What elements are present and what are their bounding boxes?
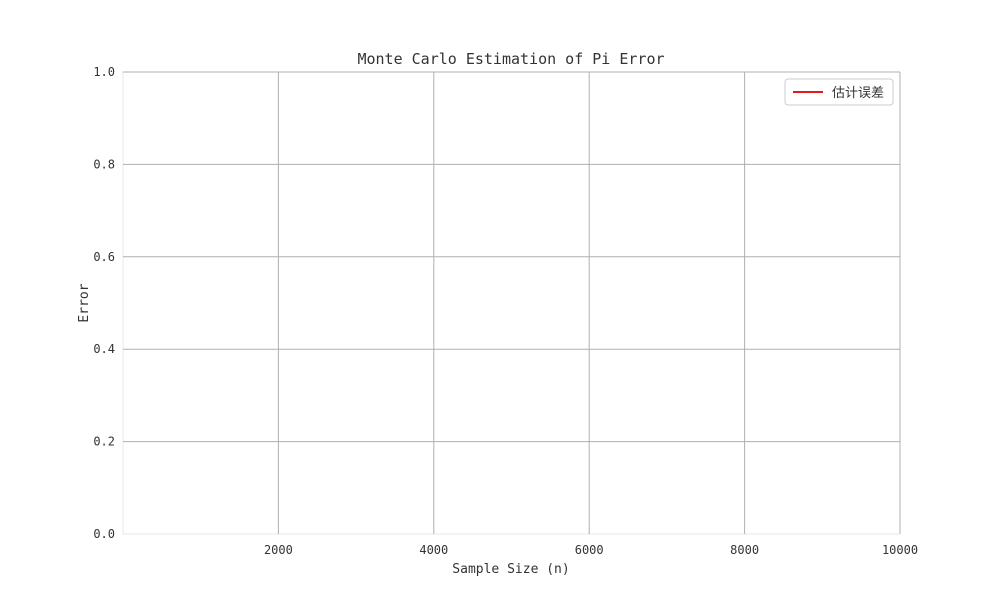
x-tick-label: 10000 bbox=[882, 543, 918, 557]
chart-title: Monte Carlo Estimation of Pi Error bbox=[357, 50, 664, 68]
y-tick-label: 0.6 bbox=[93, 250, 115, 264]
y-tick-label: 0.2 bbox=[93, 435, 115, 449]
x-tick-label: 2000 bbox=[264, 543, 293, 557]
y-tick-label: 0.4 bbox=[93, 342, 115, 356]
grid-lines bbox=[123, 71, 901, 534]
x-tick-label: 4000 bbox=[419, 543, 448, 557]
y-axis-ticks: 0.0 0.2 0.4 0.6 0.8 1.0 bbox=[93, 65, 115, 541]
legend: 估计误差 bbox=[784, 78, 894, 106]
legend-entry-label: 估计误差 bbox=[832, 86, 884, 101]
x-tick-label: 6000 bbox=[575, 543, 604, 557]
x-tick-label: 8000 bbox=[730, 543, 759, 557]
x-axis-label: Sample Size (n) bbox=[452, 562, 569, 577]
y-tick-label: 0.8 bbox=[93, 157, 115, 171]
x-axis-ticks: 2000 4000 6000 8000 10000 bbox=[264, 543, 918, 557]
plot-area bbox=[122, 71, 901, 535]
legend-box bbox=[784, 78, 894, 106]
y-axis-label: Error bbox=[77, 283, 92, 322]
y-tick-label: 0.0 bbox=[93, 527, 115, 541]
y-tick-label: 1.0 bbox=[93, 65, 115, 79]
